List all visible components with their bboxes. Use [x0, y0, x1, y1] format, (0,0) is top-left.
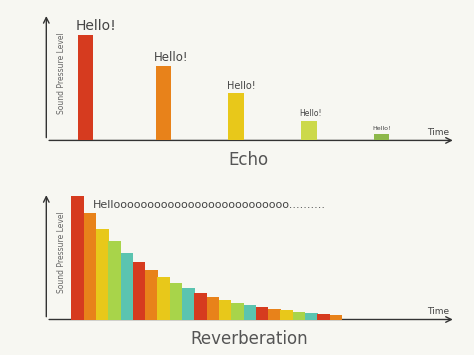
Bar: [207, 297, 219, 320]
Bar: [228, 93, 244, 141]
Text: Hello!: Hello!: [154, 51, 189, 64]
Bar: [182, 288, 195, 320]
Text: Hello!: Hello!: [76, 19, 117, 33]
Text: Hello!: Hello!: [372, 126, 391, 131]
Bar: [170, 283, 182, 320]
Bar: [293, 312, 305, 320]
Bar: [72, 196, 84, 320]
Bar: [145, 270, 158, 320]
Bar: [109, 241, 121, 320]
Bar: [374, 133, 389, 141]
Text: Sound Pressure Level: Sound Pressure Level: [56, 32, 65, 114]
Text: Reverberation: Reverberation: [190, 330, 308, 348]
Bar: [305, 313, 318, 320]
Bar: [194, 293, 207, 320]
Bar: [317, 314, 330, 320]
Bar: [231, 303, 244, 320]
Bar: [329, 315, 342, 320]
Bar: [133, 262, 146, 320]
Text: Echo: Echo: [229, 151, 269, 169]
Bar: [96, 229, 109, 320]
Text: Hello!: Hello!: [227, 81, 255, 91]
Text: Helloooooooooooooooooooooooooo..........: Helloooooooooooooooooooooooooo..........: [93, 200, 326, 210]
Bar: [281, 310, 293, 320]
Text: Time: Time: [427, 307, 449, 316]
Bar: [156, 66, 172, 141]
Bar: [78, 36, 93, 141]
Text: Hello!: Hello!: [300, 109, 322, 118]
Text: Sound Pressure Level: Sound Pressure Level: [56, 211, 65, 293]
Bar: [268, 309, 281, 320]
Text: Time: Time: [427, 127, 449, 137]
Bar: [301, 121, 317, 141]
Bar: [120, 253, 133, 320]
Bar: [219, 300, 231, 320]
Bar: [157, 277, 170, 320]
Bar: [84, 213, 96, 320]
Bar: [244, 305, 256, 320]
Bar: [256, 307, 268, 320]
